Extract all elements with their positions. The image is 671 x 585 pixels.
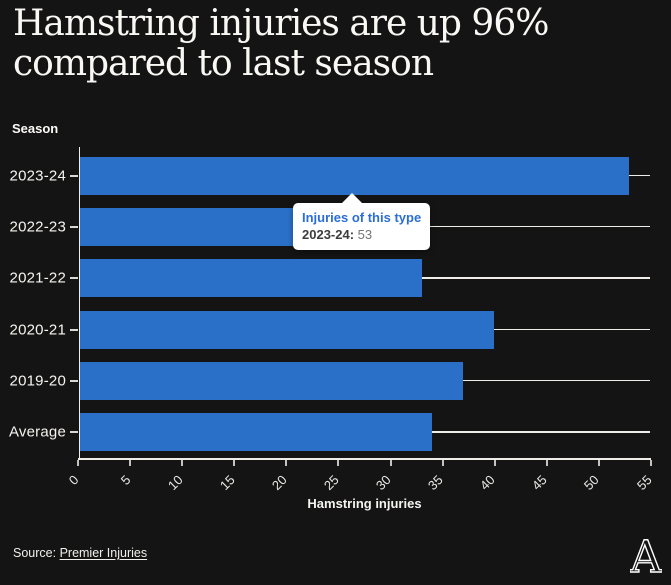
- x-tick-mark: [597, 460, 600, 466]
- x-axis-title: Hamstring injuries: [307, 496, 422, 511]
- y-axis-label: 2019-20: [9, 372, 66, 390]
- chart-row-2019-20: 2019-20: [0, 355, 671, 406]
- bar-chart: 2023-24 2022-23 2021-22 2020-21 2019-20 Avera…: [0, 150, 671, 458]
- x-tick-label: 55: [633, 472, 655, 494]
- x-axis-line: [78, 458, 651, 460]
- bar-area: [79, 304, 650, 355]
- reference-line: [421, 277, 650, 279]
- x-tick-label: 0: [65, 472, 82, 488]
- y-axis-line: [78, 147, 80, 458]
- tooltip-row: 2023-24: 53: [302, 226, 421, 243]
- chart-row-average: Average: [0, 406, 671, 457]
- x-tick-mark: [493, 460, 496, 466]
- y-tick-mark: [70, 174, 78, 177]
- y-axis-label: 2022-23: [9, 218, 66, 236]
- x-tick-label: 10: [164, 472, 186, 494]
- y-tick-mark: [70, 431, 78, 434]
- x-tick-mark: [129, 460, 132, 466]
- source-link[interactable]: Premier Injuries: [59, 546, 148, 560]
- x-tick-mark: [77, 460, 79, 466]
- bar-area: [79, 355, 650, 406]
- x-tick-label: 40: [477, 472, 499, 494]
- chart-row-2020-21: 2020-21: [0, 304, 671, 355]
- the-athletic-logo-icon: A: [630, 532, 662, 580]
- bar-2019-20[interactable]: [79, 361, 464, 400]
- y-tick-mark: [70, 379, 78, 382]
- bar-2023-24[interactable]: [79, 156, 630, 195]
- bar-area: [79, 253, 650, 304]
- y-axis-label: 2021-22: [9, 269, 66, 287]
- y-axis-title: Season: [12, 121, 59, 136]
- x-tick-mark: [337, 460, 340, 466]
- x-tick-mark: [181, 460, 184, 466]
- x-tick-label: 45: [529, 472, 551, 494]
- bar-average[interactable]: [79, 413, 432, 452]
- bar-2020-21[interactable]: [79, 310, 495, 349]
- x-tick-mark: [441, 460, 444, 466]
- x-tick-label: 50: [581, 472, 603, 494]
- reference-line: [494, 328, 650, 331]
- tooltip-value: 53: [357, 227, 373, 242]
- bar-2021-22[interactable]: [79, 259, 422, 298]
- y-tick-mark: [70, 328, 78, 331]
- x-tick-label: 35: [425, 472, 446, 494]
- y-axis-label: 2023-24: [9, 167, 66, 185]
- x-tick-mark: [285, 460, 288, 466]
- reference-line: [359, 225, 650, 228]
- page-title: Hamstring injuries are up 96% compared t…: [13, 3, 549, 84]
- source-line: Source: Premier Injuries: [13, 546, 147, 560]
- y-tick-mark: [70, 225, 78, 228]
- chart-tooltip: Injuries of this type 2023-24: 53: [293, 193, 431, 250]
- logo-letter: A: [630, 532, 662, 580]
- bar-area: [79, 150, 650, 201]
- y-axis-label: 2020-21: [9, 321, 66, 339]
- x-tick-mark: [650, 460, 652, 466]
- reference-line: [431, 431, 650, 433]
- source-prefix: Source:: [13, 546, 60, 560]
- reference-line: [629, 174, 650, 177]
- x-tick-label: 25: [320, 472, 342, 494]
- x-tick-label: 15: [216, 472, 238, 494]
- tooltip-series-label: 2023-24:: [302, 227, 355, 242]
- x-tick-label: 20: [268, 472, 290, 494]
- x-tick-mark: [545, 460, 548, 466]
- y-tick-mark: [70, 277, 78, 280]
- x-tick-label: 5: [117, 472, 134, 488]
- x-tick-mark: [233, 460, 236, 466]
- tooltip-title: Injuries of this type: [302, 210, 422, 225]
- x-axis: 0 5 10 15 20 25 30 35 40 45 50 55: [66, 458, 655, 498]
- tooltip-arrow-icon: [341, 193, 363, 204]
- x-tick-mark: [389, 460, 392, 466]
- bar-area: [79, 406, 650, 457]
- y-axis-label: Average: [9, 423, 66, 441]
- x-tick-label: 30: [372, 472, 394, 494]
- chart-row-2021-22: 2021-22: [0, 253, 671, 304]
- chart-row-2023-24: 2023-24: [0, 150, 671, 201]
- reference-line: [463, 379, 650, 382]
